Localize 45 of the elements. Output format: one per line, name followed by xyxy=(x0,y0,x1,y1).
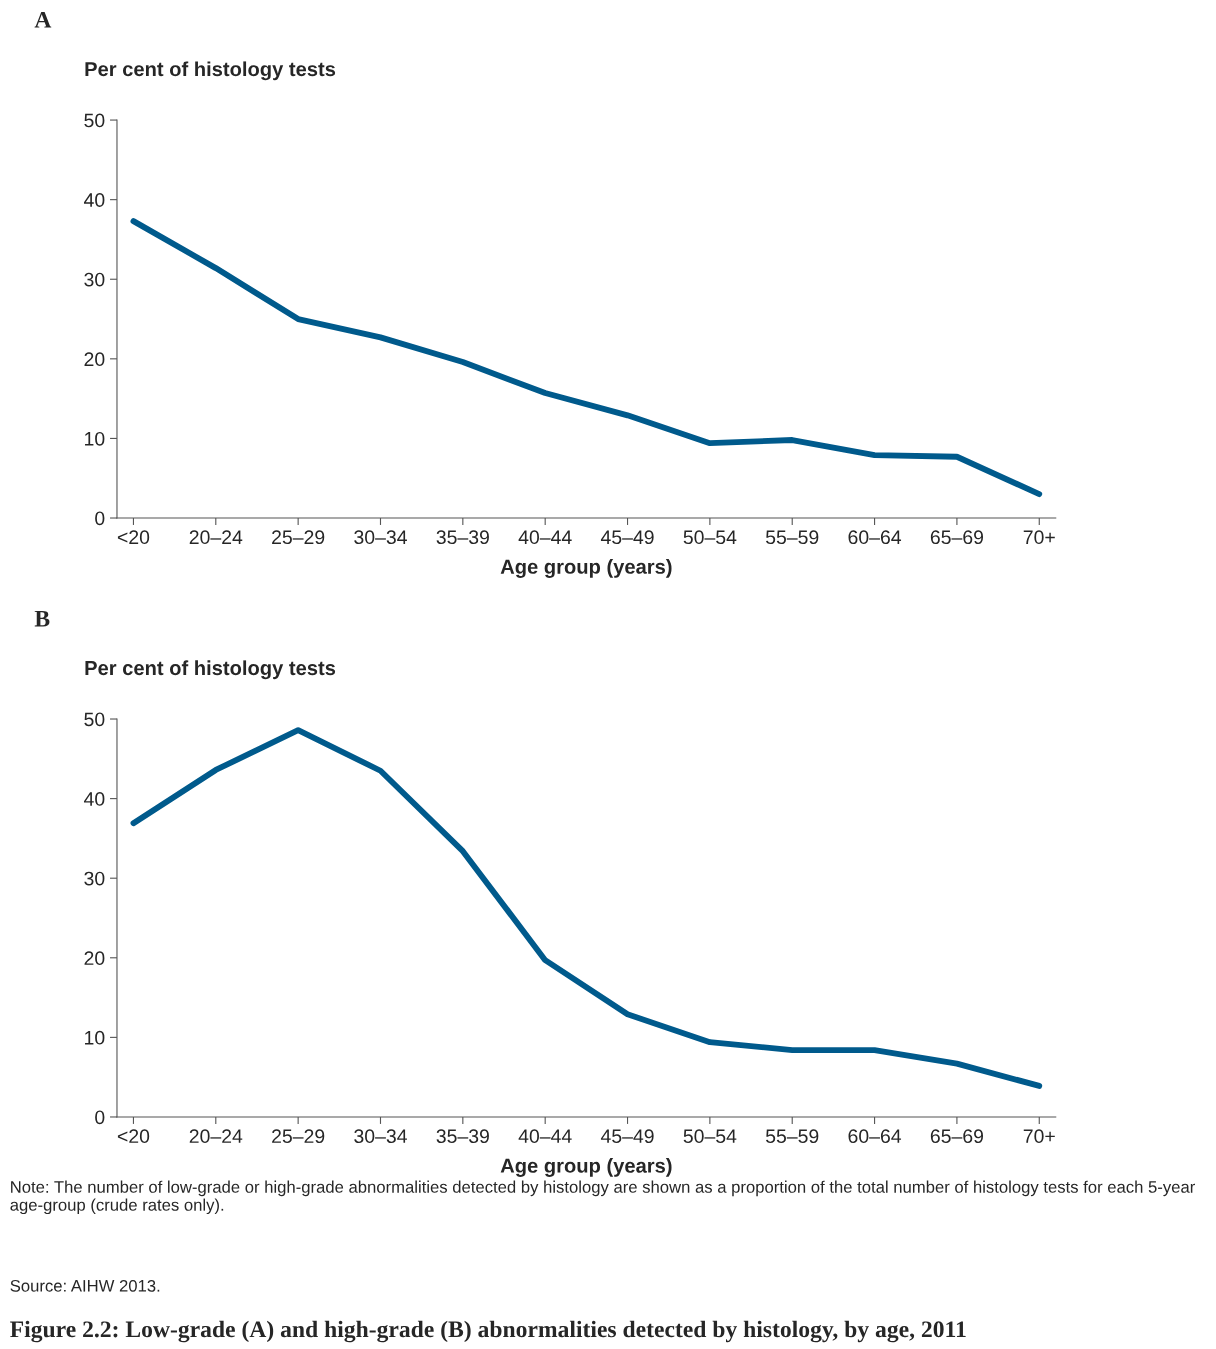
y-tick-label: 30 xyxy=(84,272,105,287)
x-tick-label: 70+ xyxy=(1023,530,1055,545)
source-note: Source: AIHW 2013. xyxy=(10,1279,160,1292)
x-tick-label: 55–59 xyxy=(765,530,819,545)
chart-title: B xyxy=(34,610,50,627)
text: Note: The number of low-grade or high-grade abnormalities detected by histology are shown as a proportion of the total number of histology tests for each 5-year age-group (crude rates only). xyxy=(10,1180,1195,1215)
x-tick-label: 40–44 xyxy=(518,1129,572,1144)
x-axis-title: Age group (years) xyxy=(500,1158,672,1177)
y-tick-label: 10 xyxy=(85,431,105,446)
caption: Figure 2.2: Low-grade (A) and high-grade (B) abnormalities detected by histology, by age, 2011 xyxy=(10,1320,966,1343)
x-tick-label: 50–54 xyxy=(683,1129,737,1144)
chart-title: A xyxy=(34,11,52,28)
x-tick-label: 40–44 xyxy=(518,530,572,545)
x-tick-label: <20 xyxy=(117,1129,150,1144)
y-tick-label: 20 xyxy=(84,951,105,966)
x-tick-label: <20 xyxy=(117,530,150,545)
y-tick-label: 30 xyxy=(84,871,105,886)
y-tick-label: 0 xyxy=(95,1110,105,1125)
x-tick-label: 35–39 xyxy=(436,1129,489,1144)
y-tick-label: 40 xyxy=(83,792,105,806)
x-tick-label: 35–39 xyxy=(436,530,489,545)
y-axis-title: Per cent of histology tests xyxy=(85,660,336,680)
x-tick-label: 70+ xyxy=(1023,1129,1055,1144)
x-tick-label: 65–69 xyxy=(930,1129,984,1144)
y-tick-label: 50 xyxy=(84,712,105,727)
y-tick-label: 50 xyxy=(84,113,105,128)
x-axis-title: Age group (years) xyxy=(500,559,672,578)
x-tick-label: 65–69 xyxy=(930,530,984,545)
x-tick-label: 55–59 xyxy=(765,1129,819,1144)
y-tick-label: 20 xyxy=(84,352,105,367)
x-tick-label: 20–24 xyxy=(189,530,243,545)
x-tick-label: 45–49 xyxy=(600,530,654,545)
x-tick-label: 30–34 xyxy=(354,1129,407,1144)
y-tick-label: 10 xyxy=(85,1030,105,1045)
x-tick-label: 60–64 xyxy=(848,1129,902,1144)
y-tick-label: 40 xyxy=(83,193,105,207)
y-tick-label: 0 xyxy=(95,511,105,526)
x-tick-label: 30–34 xyxy=(354,530,407,545)
y-axis-title: Per cent of histology tests xyxy=(85,61,336,81)
x-tick-label: 25–29 xyxy=(272,1129,325,1144)
x-tick-label: 60–64 xyxy=(848,530,902,545)
x-tick-label: 20–24 xyxy=(189,1129,243,1144)
x-tick-label: 45–49 xyxy=(600,1129,654,1144)
x-tick-label: 25–29 xyxy=(272,530,325,545)
x-tick-label: 50–54 xyxy=(683,530,737,545)
